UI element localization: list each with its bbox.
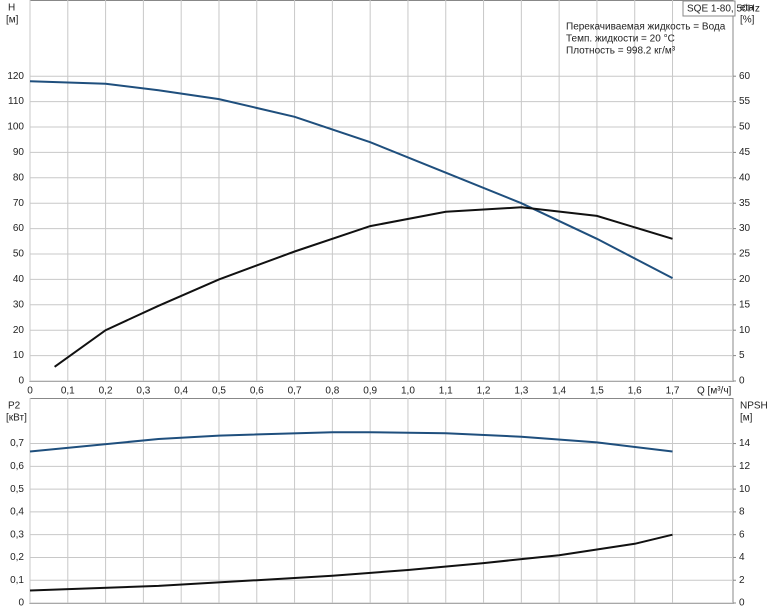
y-tick-label: 10 <box>13 350 25 361</box>
y2-tick-label: 0 <box>739 598 745 609</box>
y-axis-label: H <box>8 3 15 14</box>
y-tick-label: 110 <box>8 96 24 107</box>
y2-tick-label: 6 <box>739 529 745 540</box>
y2-tick-label: 0 <box>739 376 745 387</box>
annotation: Перекачиваемая жидкость = Вода <box>566 22 726 33</box>
x-tick-label: 0,1 <box>61 386 75 397</box>
y-tick-label: 90 <box>13 147 25 158</box>
y-tick-label: 0 <box>18 598 24 609</box>
model-box <box>682 0 736 17</box>
x-tick-label: 1,2 <box>477 386 491 397</box>
y-tick-label: 120 <box>7 71 24 82</box>
y2-tick-label: 14 <box>739 438 751 449</box>
curve <box>29 80 673 279</box>
x-tick-label: 0,2 <box>99 386 113 397</box>
curve <box>29 431 673 453</box>
x-tick-label: 0,8 <box>325 386 339 397</box>
y2-tick-label: 12 <box>739 461 751 472</box>
curve <box>29 533 673 592</box>
y2-axis-unit: [%] <box>740 15 755 26</box>
curve <box>54 206 673 368</box>
y-tick-label: 0,7 <box>10 438 24 449</box>
y2-tick-label: 15 <box>739 299 751 310</box>
y-tick-label: 0,5 <box>10 484 24 495</box>
y-tick-label: 20 <box>13 325 25 336</box>
y-tick-label: 80 <box>13 172 25 183</box>
y2-tick-label: 50 <box>739 122 751 133</box>
x-tick-label: 1,4 <box>552 386 566 397</box>
y2-tick-label: 2 <box>739 575 745 586</box>
x-tick-label: 1,6 <box>628 386 642 397</box>
y2-tick-label: 10 <box>739 325 751 336</box>
x-tick-label: 1,0 <box>401 386 415 397</box>
y-tick-label: 40 <box>13 274 25 285</box>
y2-tick-label: 45 <box>739 147 751 158</box>
y-tick-label: 0,1 <box>10 575 24 586</box>
y2-tick-label: 25 <box>739 249 751 260</box>
y-axis-unit: [кВт] <box>6 413 27 424</box>
y2-axis-label: NPSH <box>740 401 768 412</box>
y2-tick-label: 55 <box>739 96 751 107</box>
y2-tick-label: 5 <box>739 350 745 361</box>
y-tick-label: 70 <box>13 198 25 209</box>
y2-tick-label: 4 <box>739 552 745 563</box>
y-tick-label: 0,2 <box>10 552 24 563</box>
x-tick-label: 1,3 <box>514 386 528 397</box>
x-tick-label: 0,5 <box>212 386 226 397</box>
x-tick-label: 0,6 <box>250 386 264 397</box>
y2-tick-label: 10 <box>739 484 751 495</box>
y2-tick-label: 35 <box>739 198 751 209</box>
y2-tick-label: 20 <box>739 274 751 285</box>
y2-tick-label: 40 <box>739 172 751 183</box>
y-tick-label: 100 <box>7 122 24 133</box>
model-label: SQE 1-80, 50Hz <box>687 4 760 15</box>
x-tick-label: 0,7 <box>288 386 302 397</box>
x-tick-label: 0,4 <box>174 386 188 397</box>
y-axis-label: P2 <box>8 401 21 412</box>
x-axis-label: Q [м³/ч] <box>697 386 732 397</box>
y-tick-label: 50 <box>13 249 25 260</box>
x-tick-label: 1,7 <box>666 386 680 397</box>
y2-axis-unit: [м] <box>740 413 753 424</box>
y2-tick-label: 30 <box>739 223 751 234</box>
x-tick-label: 1,5 <box>590 386 604 397</box>
x-tick-label: 0,3 <box>136 386 150 397</box>
y2-tick-label: 8 <box>739 507 745 518</box>
y-axis-unit: [м] <box>6 15 19 26</box>
y-tick-label: 0,3 <box>10 529 24 540</box>
plot-frame <box>29 0 734 382</box>
x-tick-label: 0 <box>27 386 33 397</box>
y2-tick-label: 60 <box>739 71 751 82</box>
x-tick-label: 0,9 <box>363 386 377 397</box>
y-tick-label: 0,4 <box>10 507 24 518</box>
annotation: Темп. жидкости = 20 °C <box>566 34 675 45</box>
y-tick-label: 60 <box>13 223 25 234</box>
annotation: Плотность = 998.2 кг/м³ <box>566 46 676 57</box>
y2-axis-label: eta <box>740 3 754 14</box>
y-tick-label: 30 <box>13 299 25 310</box>
x-tick-label: 1,1 <box>439 386 453 397</box>
y-tick-label: 0 <box>18 376 24 387</box>
y-tick-label: 0,6 <box>10 461 24 472</box>
